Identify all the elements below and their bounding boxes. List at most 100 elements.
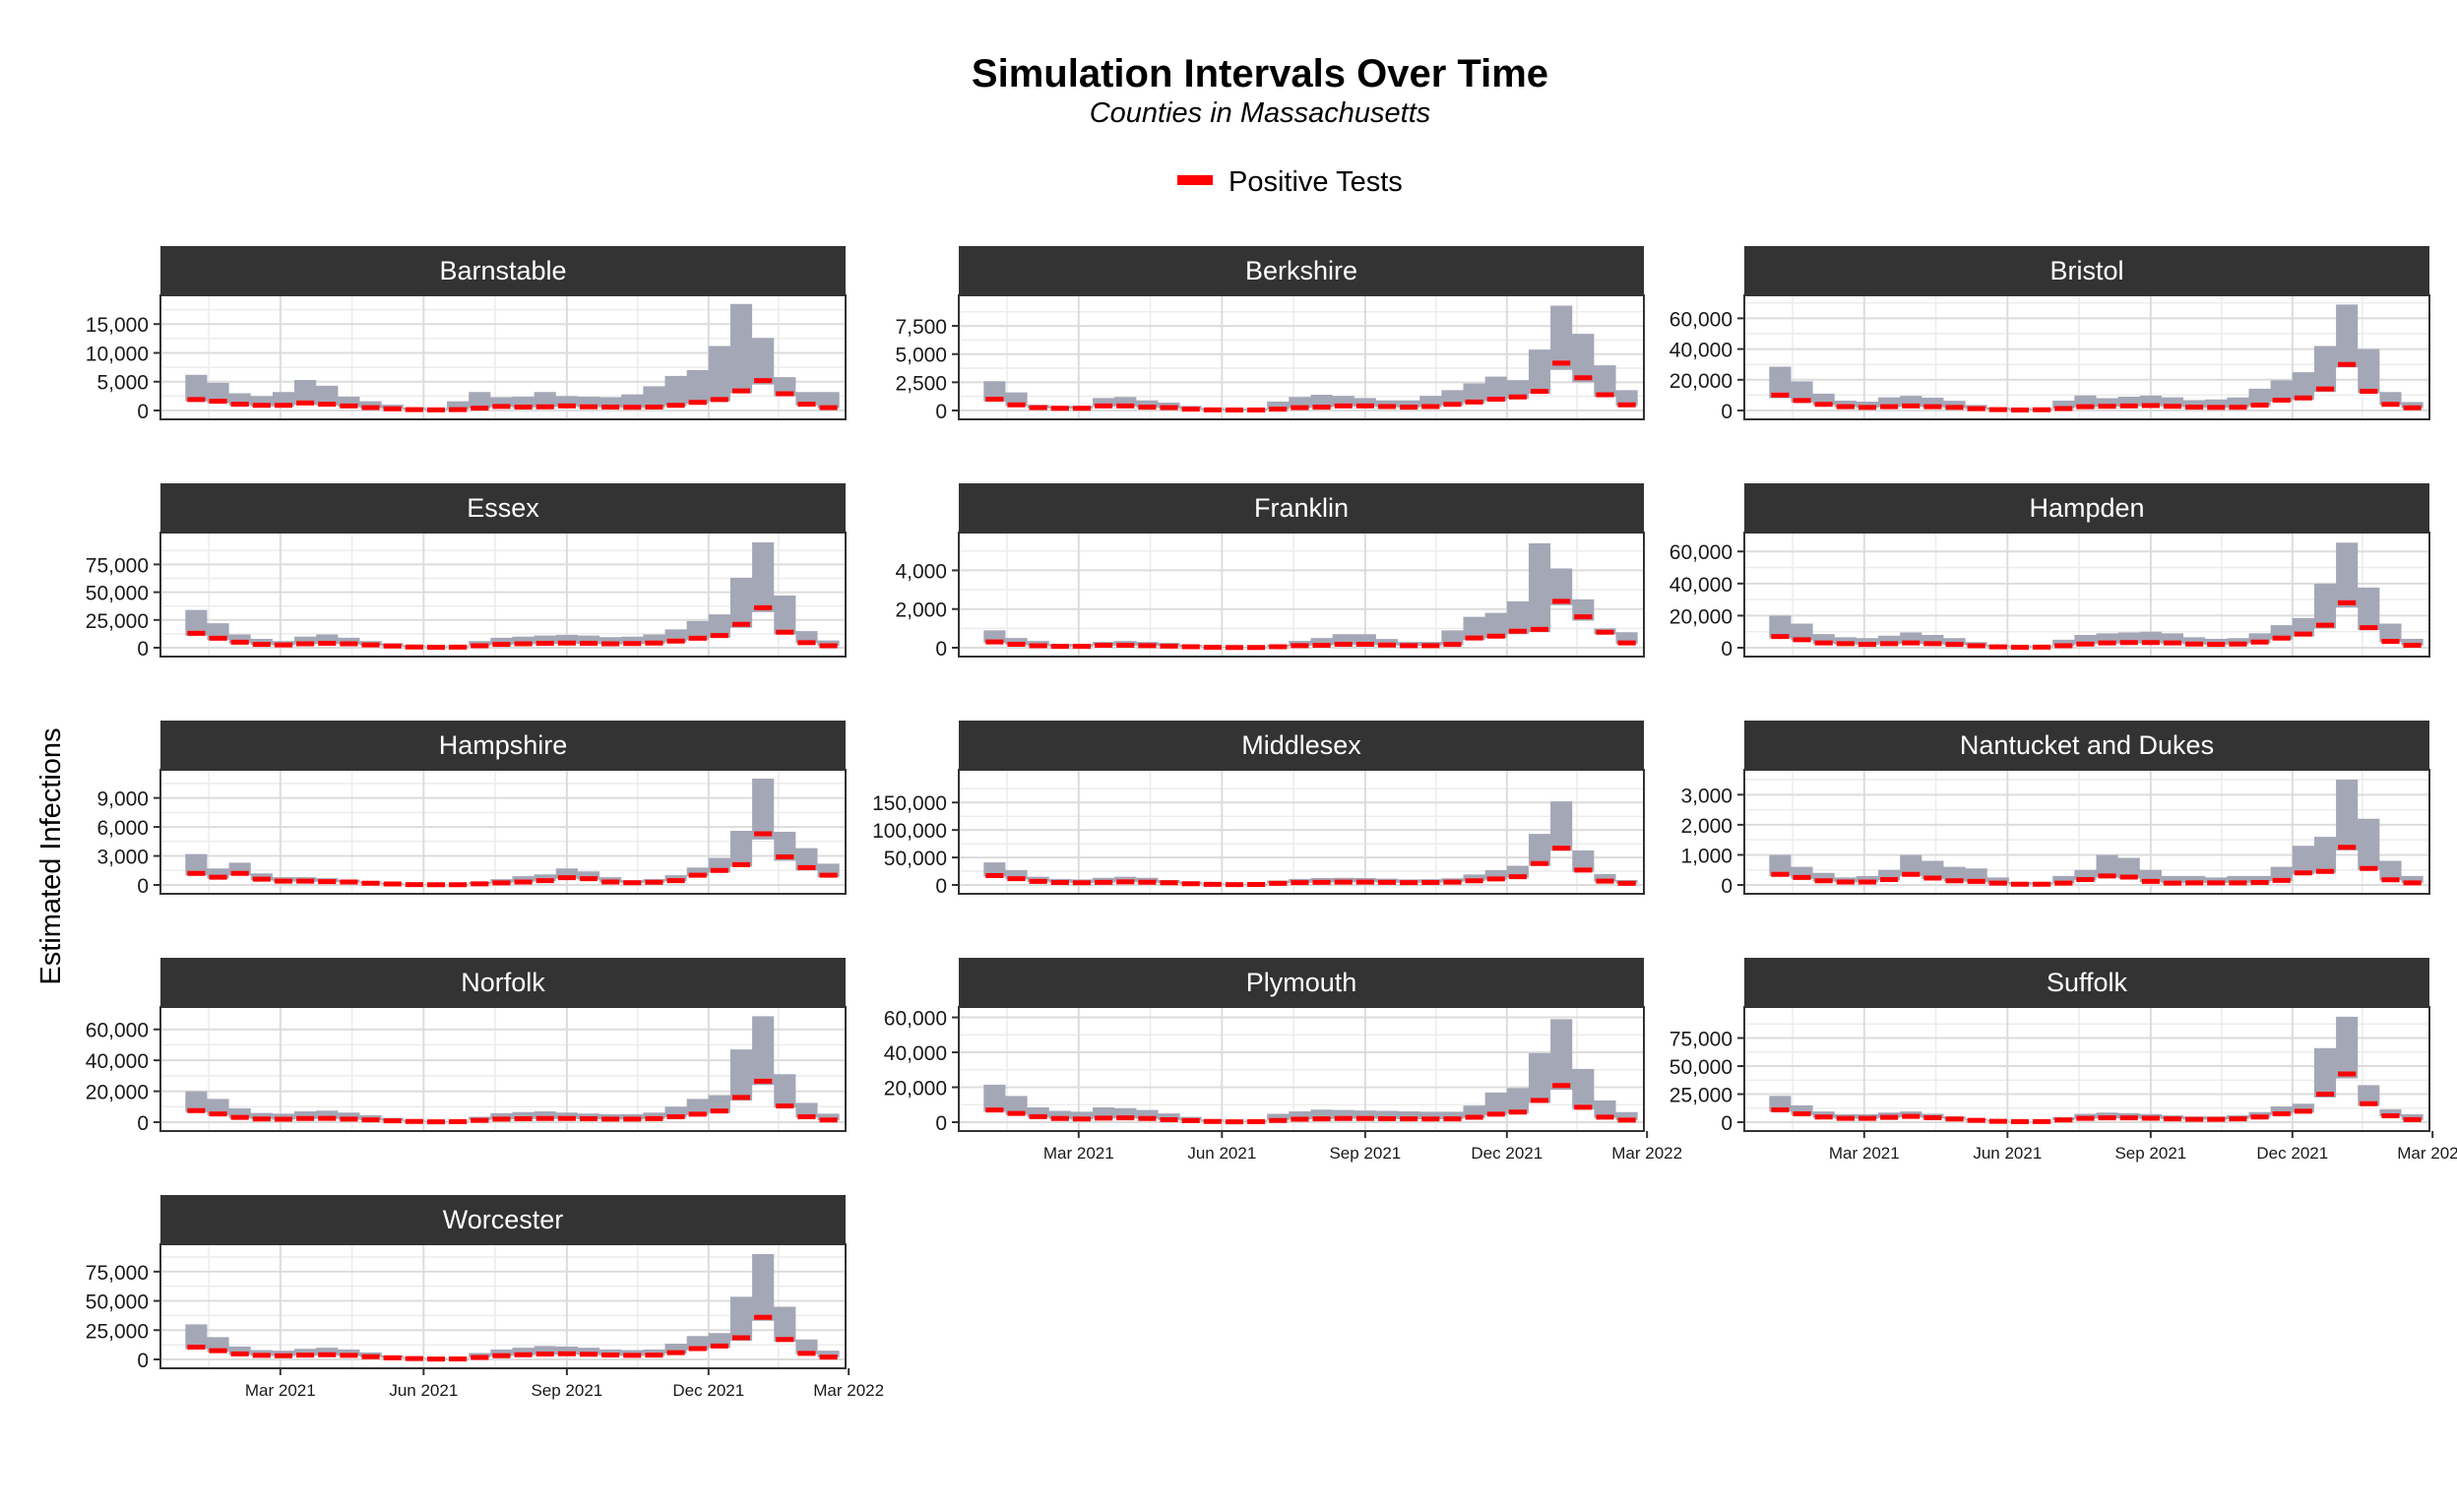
y-tick-label: 40,000: [86, 1050, 149, 1073]
strip-label-hampshire: Hampshire: [439, 730, 568, 760]
x-tick-label: Sep 2021: [531, 1381, 602, 1400]
facet-hampden: Hampden 0 20,000 40,000 60,000: [1670, 483, 2430, 661]
x-tick-label: Mar 2021: [245, 1381, 316, 1400]
strip-label-plymouth: Plymouth: [1246, 968, 1357, 997]
facet-essex: Essex 0 25,000 50,000 75,000: [86, 483, 847, 661]
x-tick-label: Mar 2022: [2397, 1144, 2457, 1163]
panel-border-suffolk: [1743, 1006, 2430, 1132]
y-tick-label: 2,000: [895, 599, 947, 622]
panel-border-middlesex: [958, 769, 1645, 895]
y-tick-label: 40,000: [1670, 574, 1732, 597]
facet-plymouth: Plymouth 0 20,000 40,000 60,000 Mar 2021 Jun 2…: [884, 958, 1682, 1163]
y-tick-label: 75,000: [1670, 1029, 1732, 1051]
legend: Positive Tests: [1177, 166, 1403, 198]
strip-franklin: [959, 483, 1644, 533]
y-tick-label: 0: [1721, 875, 1732, 898]
facet-worcester: Worcester 0 25,000 50,000 75,000 Mar 2021 Jun …: [86, 1195, 884, 1400]
panel-border-franklin: [958, 532, 1645, 658]
x-tick-label: Sep 2021: [1329, 1144, 1401, 1163]
panel-border-essex: [159, 532, 847, 658]
strip-essex: [160, 483, 846, 533]
y-tick-label: 60,000: [884, 1008, 947, 1031]
y-tick-label: 0: [935, 638, 947, 661]
y-tick-label: 75,000: [86, 554, 149, 577]
x-tick-label: Sep 2021: [2114, 1144, 2186, 1163]
y-tick-label: 40,000: [884, 1042, 947, 1065]
y-tick-label: 20,000: [884, 1078, 947, 1101]
x-tick-label: Jun 2021: [1973, 1144, 2042, 1163]
strip-middlesex: [959, 721, 1644, 770]
x-tick-label: Mar 2021: [1829, 1144, 1900, 1163]
interval-ribbon-nantucket-and-dukes: [1769, 780, 2424, 885]
interval-ribbon-suffolk: [1769, 1016, 2424, 1122]
strip-label-worcester: Worcester: [443, 1205, 564, 1234]
y-tick-label: 20,000: [1670, 605, 1732, 628]
interval-ribbon-hampden: [1769, 542, 2424, 648]
strip-label-middlesex: Middlesex: [1241, 730, 1361, 760]
x-tick-label: Jun 2021: [1187, 1144, 1256, 1163]
facet-middlesex: Middlesex 0 50,000 100,000 150,000: [872, 721, 1645, 898]
y-tick-label: 25,000: [1670, 1085, 1732, 1107]
panel-border-norfolk: [159, 1006, 847, 1132]
y-tick-label: 15,000: [86, 314, 149, 337]
y-tick-label: 50,000: [884, 848, 947, 870]
x-tick-label: Mar 2022: [813, 1381, 884, 1400]
strip-label-essex: Essex: [467, 493, 539, 523]
panel-border-bristol: [1743, 294, 2430, 420]
y-tick-label: 0: [1721, 401, 1732, 423]
interval-ribbon-hampshire: [185, 778, 840, 885]
x-tick-label: Jun 2021: [389, 1381, 458, 1400]
panel-border-berkshire: [958, 294, 1645, 420]
y-tick-label: 0: [137, 401, 149, 423]
interval-ribbon-plymouth: [983, 1019, 1638, 1122]
y-tick-label: 7,500: [895, 316, 947, 339]
y-tick-label: 50,000: [1670, 1056, 1732, 1079]
y-tick-label: 10,000: [86, 343, 149, 365]
interval-ribbon-bristol: [1769, 304, 2424, 410]
x-tick-label: Mar 2021: [1043, 1144, 1114, 1163]
y-tick-label: 5,000: [96, 372, 149, 395]
strip-plymouth: [959, 958, 1644, 1007]
interval-ribbon-worcester: [185, 1253, 840, 1359]
y-tick-label: 6,000: [96, 817, 149, 840]
chart-subtitle: Counties in Massachusetts: [1090, 97, 1431, 129]
facet-suffolk: Suffolk 0 25,000 50,000 75,000 Mar 2021 Jun 20…: [1670, 958, 2457, 1163]
x-tick-label: Mar 2022: [1611, 1144, 1682, 1163]
strip-norfolk: [160, 958, 846, 1007]
facet-bristol: Bristol 0 20,000 40,000 60,000: [1670, 246, 2430, 423]
y-tick-label: 0: [935, 875, 947, 898]
y-tick-label: 50,000: [86, 583, 149, 605]
interval-ribbon-norfolk: [185, 1016, 840, 1122]
strip-label-bristol: Bristol: [2049, 256, 2123, 285]
strip-suffolk: [1744, 958, 2429, 1007]
y-tick-label: 20,000: [86, 1082, 149, 1104]
y-tick-label: 0: [935, 401, 947, 423]
strip-label-norfolk: Norfolk: [461, 968, 545, 997]
strip-label-suffolk: Suffolk: [2047, 968, 2128, 997]
strip-label-nantucket-and-dukes: Nantucket and Dukes: [1960, 730, 2214, 760]
facet-hampshire: Hampshire 0 3,000 6,000 9,000: [96, 721, 847, 898]
strip-hampshire: [160, 721, 846, 770]
strip-label-hampden: Hampden: [2029, 493, 2144, 523]
strip-label-franklin: Franklin: [1254, 493, 1349, 523]
y-tick-label: 20,000: [1670, 370, 1732, 393]
interval-ribbon-essex: [185, 541, 840, 648]
y-tick-label: 25,000: [86, 1320, 149, 1343]
y-tick-label: 0: [137, 875, 149, 898]
y-tick-label: 0: [137, 1350, 149, 1372]
strip-bristol: [1744, 246, 2429, 295]
y-tick-label: 0: [1721, 638, 1732, 661]
y-tick-label: 3,000: [96, 847, 149, 869]
y-tick-label: 4,000: [895, 560, 947, 583]
panel-border-worcester: [159, 1243, 847, 1369]
y-tick-label: 25,000: [86, 610, 149, 633]
strip-barnstable: [160, 246, 846, 295]
panel-border-hampshire: [159, 769, 847, 895]
facet-franklin: Franklin 0 2,000 4,000: [895, 483, 1645, 661]
y-tick-label: 0: [137, 1112, 149, 1135]
facet-berkshire: Berkshire 0 2,500 5,000 7,500: [895, 246, 1645, 423]
strip-hampden: [1744, 483, 2429, 533]
y-tick-label: 1,000: [1680, 845, 1732, 867]
y-tick-label: 50,000: [86, 1292, 149, 1314]
